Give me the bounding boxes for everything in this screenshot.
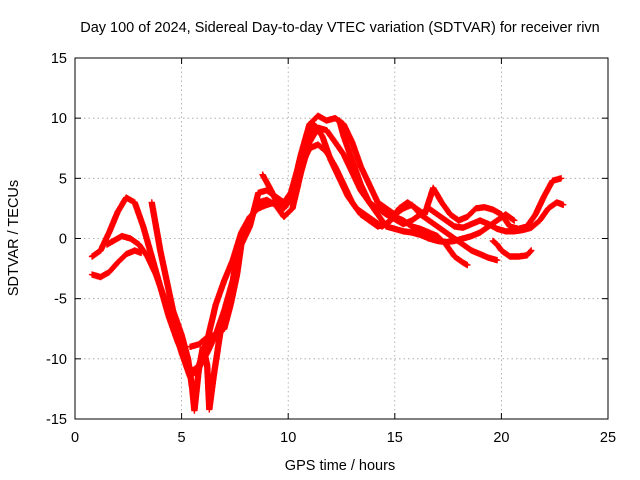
- series-track-3: [103, 124, 567, 381]
- marker-trace-track-3: [103, 124, 567, 381]
- marker-trace-track-4: [148, 199, 228, 414]
- marker-trace-track-5: [186, 112, 501, 350]
- x-tick-label: 25: [600, 430, 616, 446]
- chart-title: Day 100 of 2024, Sidereal Day-to-day VTE…: [80, 20, 600, 36]
- marker-trace-track-6: [259, 121, 565, 233]
- x-tick-label: 20: [493, 430, 509, 446]
- x-tick-label: 15: [387, 430, 403, 446]
- y-tick-label: 15: [51, 51, 67, 67]
- y-tick-label: -10: [46, 352, 67, 368]
- y-tick-label: 5: [59, 171, 67, 187]
- marker-trace-track-8: [489, 237, 535, 260]
- marker-trace-track-2: [88, 247, 145, 281]
- y-tick-label: 10: [51, 111, 67, 127]
- marker-trace-track-7: [336, 117, 518, 246]
- series-track-2: [88, 247, 145, 281]
- series-track-7: [336, 117, 518, 246]
- data-marks: [88, 112, 567, 414]
- x-tick-label: 10: [280, 430, 296, 446]
- y-tick-label: -15: [46, 412, 67, 428]
- y-axis-label: SDTVAR / TECUs: [6, 180, 22, 296]
- y-tick-label: -5: [54, 292, 67, 308]
- series-track-5: [186, 112, 501, 350]
- y-tick-label: 0: [59, 232, 67, 248]
- y-axis-ticks: -15 -10 -5 0 5 10 15: [46, 51, 608, 428]
- x-tick-label: 5: [178, 430, 186, 446]
- series-track-8: [489, 237, 535, 260]
- series-track-6: [259, 121, 565, 233]
- series-track-4: [148, 199, 228, 414]
- x-axis-label: GPS time / hours: [285, 458, 395, 474]
- x-axis-ticks: 0 5 10 15 20 25: [71, 58, 616, 446]
- x-tick-label: 0: [71, 430, 79, 446]
